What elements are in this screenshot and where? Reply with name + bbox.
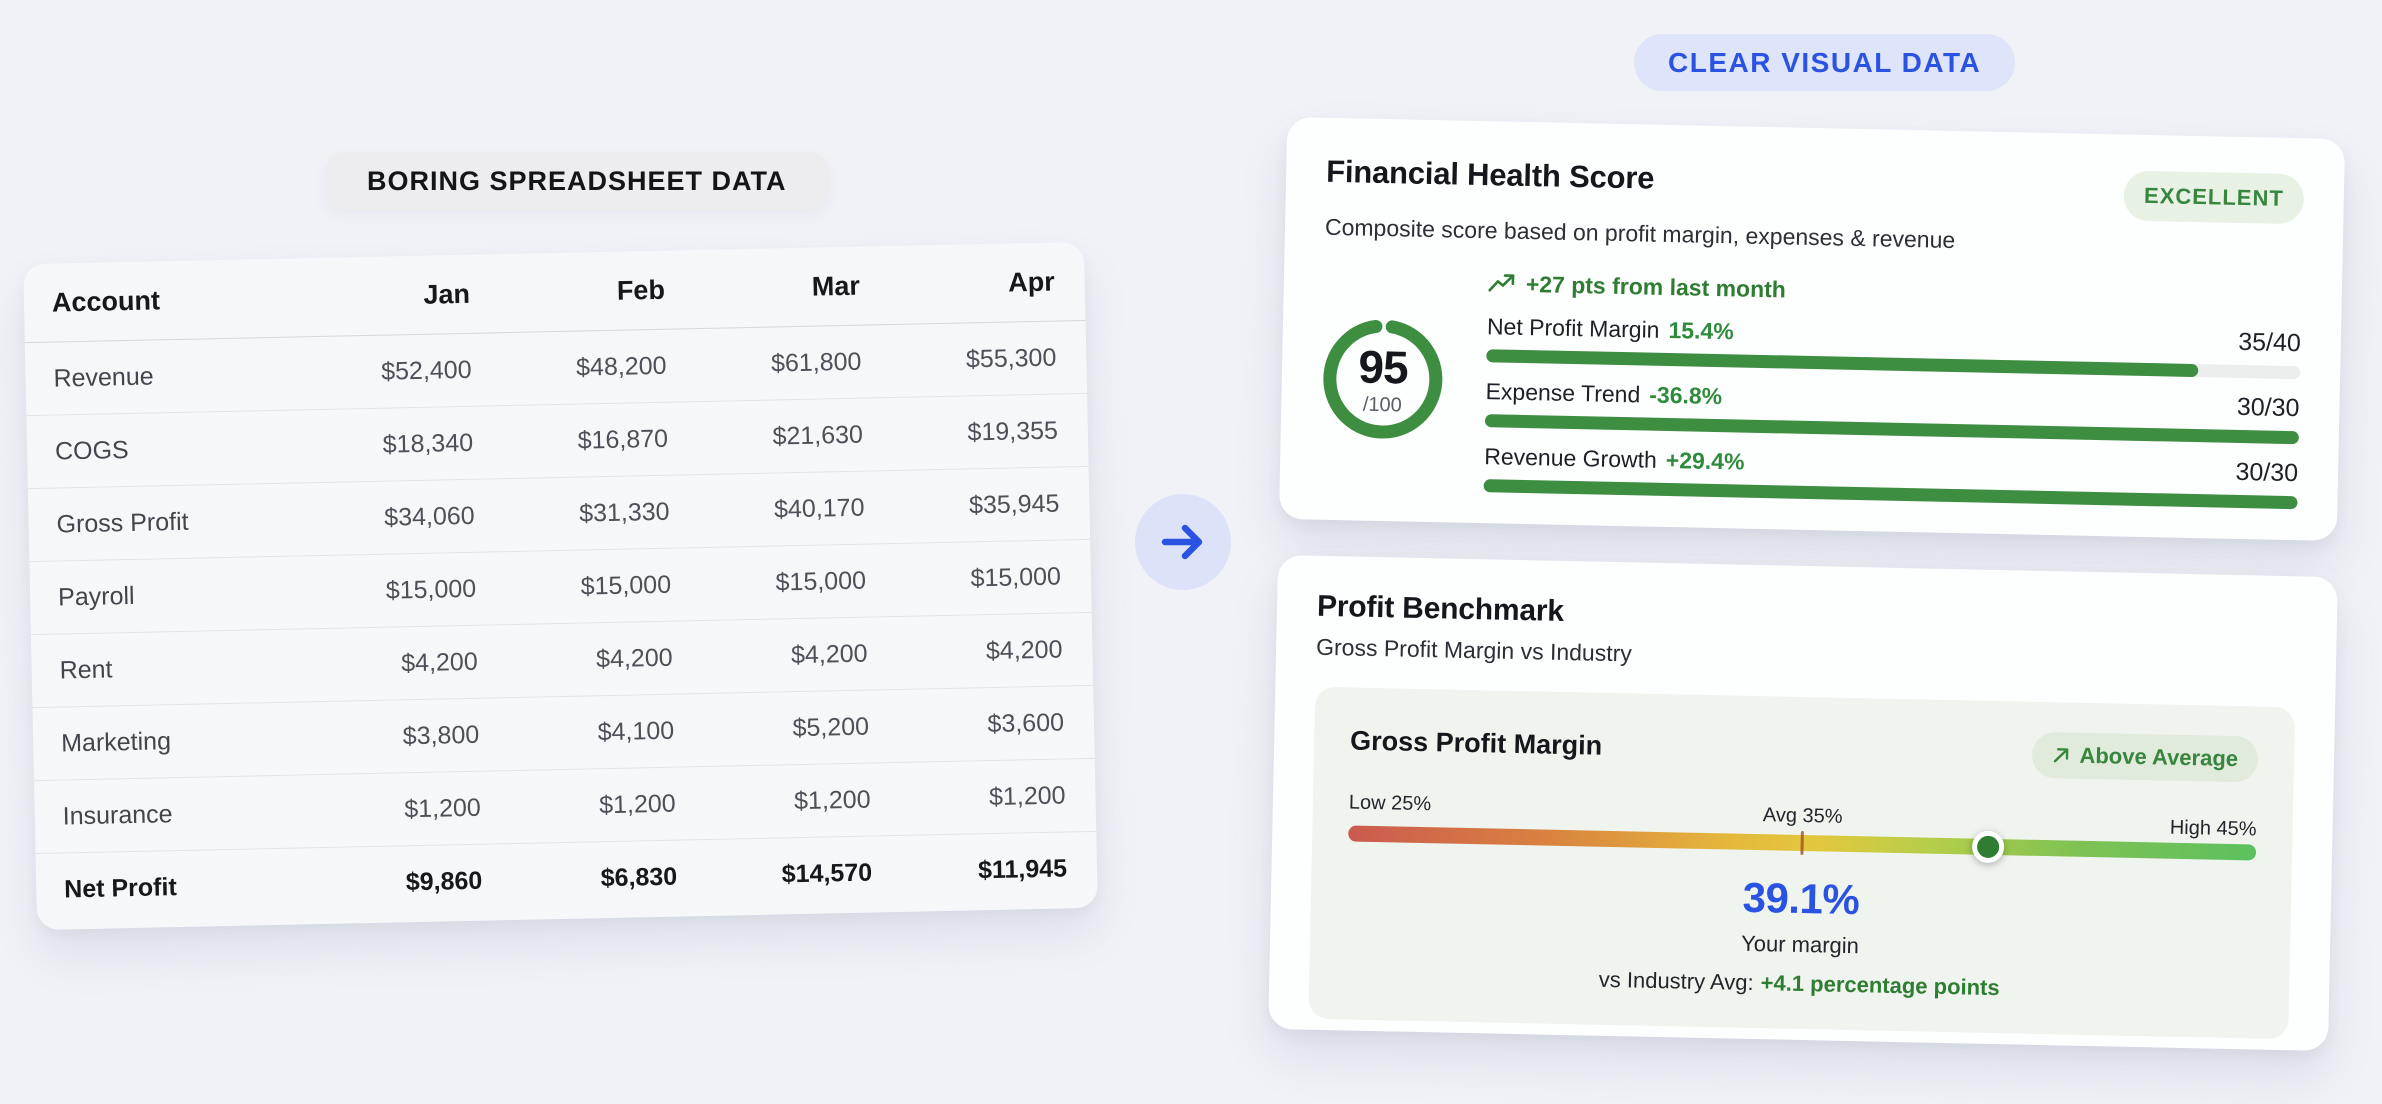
column-header-mar: Mar	[811, 270, 861, 302]
value-cell: $55,300	[965, 343, 1057, 373]
value-cell: $15,000	[580, 570, 672, 601]
status-badge: EXCELLENT	[2123, 170, 2305, 225]
value-cell: $3,600	[987, 707, 1065, 738]
account-cell: Payroll	[57, 581, 135, 612]
value-cell: $9,860	[405, 866, 483, 896]
value-cell: $15,000	[385, 574, 477, 605]
industry-comparison: vs Industry Avg: +4.1 percentage points	[1345, 961, 2253, 1006]
transform-arrow-button[interactable]	[1135, 494, 1231, 590]
account-cell: Insurance	[62, 799, 173, 830]
value-cell: $4,200	[595, 643, 673, 673]
account-cell: Revenue	[53, 361, 154, 393]
metric-label: Expense Trend	[1485, 378, 1641, 408]
trend-text: +27 pts from last month	[1525, 271, 1787, 303]
value-cell: $1,200	[403, 793, 482, 823]
value-cell: $1,200	[988, 780, 1066, 811]
comparison-value: +4.1 percentage points	[1760, 970, 2000, 1001]
health-card-title: Financial Health Score	[1325, 153, 1655, 196]
metric-score: 30/30	[2236, 392, 2300, 423]
metric-value: -36.8%	[1649, 381, 1723, 410]
score-metric: Expense Trend -36.8% 30/30	[1484, 377, 2300, 445]
industry-average-tick	[1800, 830, 1804, 856]
metric-value: +29.4%	[1665, 446, 1745, 475]
account-cell: Rent	[59, 654, 113, 685]
value-cell: $48,200	[575, 351, 667, 382]
column-header-feb: Feb	[616, 274, 666, 306]
scale-low-label: Low 25%	[1348, 791, 1432, 816]
right-arrow-icon	[1161, 524, 1203, 560]
right-section-title: CLEAR VISUAL DATA	[1634, 34, 2016, 91]
benchmark-metric-title: Gross Profit Margin	[1349, 725, 1603, 761]
value-cell: $19,355	[967, 416, 1059, 446]
column-header-account: Account	[51, 284, 161, 318]
account-cell: COGS	[54, 435, 129, 466]
spreadsheet-table: Account Jan Feb Mar Apr Revenue $52,400 …	[23, 241, 1098, 927]
score-metric: Revenue Growth +29.4% 30/30	[1483, 442, 2299, 510]
value-cell: $16,870	[577, 424, 669, 455]
value-cell: $1,200	[598, 789, 676, 819]
score-denominator: /100	[1362, 393, 1403, 416]
value-cell: $4,100	[597, 716, 675, 746]
arrow-up-right-icon	[2054, 748, 2069, 763]
your-margin-marker	[1971, 830, 2005, 864]
score-value: 95	[1357, 340, 1409, 394]
value-cell: $1,200	[793, 785, 871, 815]
value-cell: $3,800	[402, 720, 480, 750]
scale-avg-label: Avg 35%	[1762, 804, 1843, 828]
metric-value: 15.4%	[1668, 316, 1734, 345]
metric-score: 30/30	[2235, 457, 2299, 488]
account-cell: Gross Profit	[56, 507, 189, 539]
above-average-badge: Above Average	[2032, 731, 2259, 783]
column-header-apr: Apr	[1007, 266, 1056, 298]
account-cell: Net Profit	[63, 872, 178, 903]
value-cell: $40,170	[773, 493, 865, 524]
score-breakdown: +27 pts from last month Net Profit Margi…	[1483, 270, 2302, 510]
value-cell: $21,630	[772, 420, 864, 451]
above-average-label: Above Average	[2079, 742, 2239, 772]
value-cell: $4,200	[790, 639, 868, 669]
value-cell: $4,200	[985, 635, 1063, 665]
score-ring-gauge: 95 /100	[1321, 317, 1446, 442]
benchmark-panel: Gross Profit Margin Above Average Low 25…	[1308, 686, 2296, 1040]
score-ring-svg	[1323, 319, 1443, 439]
value-cell: $52,400	[380, 355, 472, 386]
value-cell: $18,340	[382, 428, 474, 459]
value-cell: $61,800	[770, 347, 862, 378]
margin-value: 39.1%	[1742, 873, 1860, 924]
score-metric: Net Profit Margin 15.4% 35/40	[1486, 312, 2302, 380]
value-cell: $35,945	[968, 489, 1060, 519]
metric-label: Net Profit Margin	[1486, 313, 1660, 343]
value-cell: $34,060	[383, 501, 475, 532]
value-cell: $5,200	[792, 712, 870, 742]
value-cell: $6,830	[600, 862, 678, 892]
value-cell: $4,200	[400, 647, 478, 677]
spreadsheet-card: Account Jan Feb Mar Apr Revenue $52,400 …	[23, 241, 1098, 931]
value-cell: $15,000	[970, 562, 1062, 592]
metric-label: Revenue Growth	[1483, 443, 1658, 473]
left-section-title: BORING SPREADSHEET DATA	[325, 152, 829, 210]
column-header-jan: Jan	[423, 278, 471, 310]
comparison-prefix: vs Industry Avg:	[1598, 966, 1754, 996]
value-cell: $14,570	[781, 858, 873, 888]
table-body: Revenue $52,400 $48,200 $61,800 $55,300 …	[25, 320, 1098, 927]
financial-health-card: Financial Health Score EXCELLENT Composi…	[1278, 116, 2346, 542]
value-cell: $15,000	[775, 566, 867, 596]
metric-score: 35/40	[2237, 327, 2302, 358]
value-cell: $31,330	[578, 497, 670, 528]
trending-up-icon	[1488, 273, 1515, 292]
profit-benchmark-card: Profit Benchmark Gross Profit Margin vs …	[1268, 554, 2338, 1052]
value-cell: $11,945	[977, 853, 1068, 884]
account-cell: Marketing	[60, 726, 172, 757]
scale-high-label: High 45%	[2169, 816, 2257, 841]
